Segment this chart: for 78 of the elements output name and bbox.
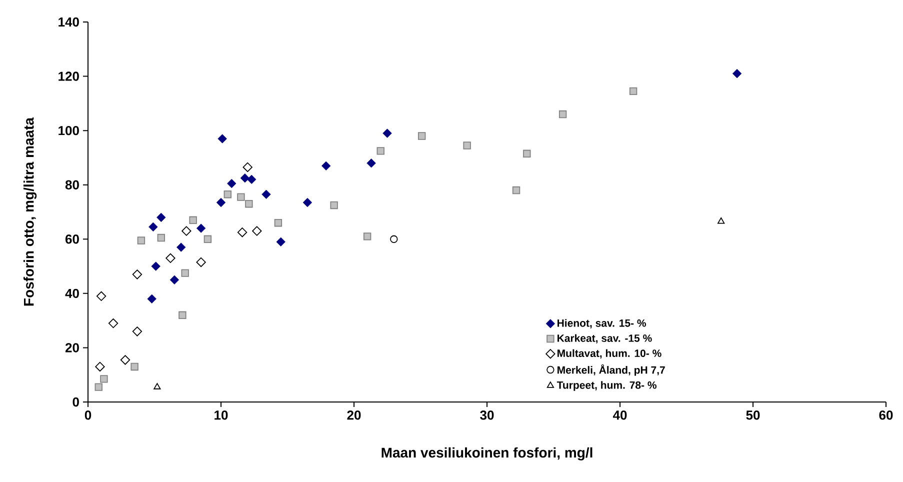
point: [390, 235, 398, 243]
point: [216, 198, 226, 208]
legend-label: Turpeet, hum. 78- %: [556, 381, 656, 391]
point: [178, 311, 186, 319]
point: [204, 235, 212, 243]
legend-label: Multavat, hum. 10- %: [558, 349, 662, 359]
y-tick-label: 100: [58, 126, 79, 136]
point: [262, 190, 271, 199]
point: [132, 270, 142, 280]
point: [120, 355, 130, 365]
point: [227, 178, 236, 188]
x-axis-title: Maan vesiliukoinen fosfori, mg/l: [382, 447, 592, 460]
point: [252, 226, 262, 236]
point: [237, 228, 248, 238]
point: [156, 212, 166, 222]
point: [629, 87, 638, 96]
x-tick-label: 0: [84, 410, 92, 420]
y-tick-label: 0: [72, 397, 79, 407]
point: [240, 173, 250, 183]
point: [366, 158, 376, 168]
point: [182, 226, 192, 236]
point: [242, 162, 252, 172]
point: [237, 193, 245, 201]
y-axis-title: Fosforin otto, mg/litra maata: [23, 117, 37, 306]
point: [363, 232, 372, 240]
point: [189, 216, 197, 224]
point: [224, 190, 232, 198]
point: [157, 234, 165, 242]
legend-label: Karkeat, sav. -15 %: [558, 334, 652, 344]
point: [463, 142, 471, 150]
point: [108, 318, 118, 328]
y-tick-label: 60: [65, 234, 79, 244]
legend-label: Hienot, sav. 15- %: [558, 319, 646, 328]
point: [196, 257, 206, 268]
point: [95, 362, 105, 372]
point: [302, 198, 312, 208]
point: [274, 219, 282, 227]
point: [418, 132, 426, 140]
point: [512, 186, 520, 194]
point: [176, 242, 186, 252]
point: [96, 291, 106, 301]
point: [376, 147, 384, 155]
y-tick-label: 120: [58, 72, 79, 81]
point: [732, 68, 742, 78]
point: [245, 200, 253, 208]
x-tick-label: 10: [214, 410, 228, 420]
x-tick-label: 20: [347, 410, 361, 420]
point: [321, 161, 331, 170]
point: [154, 383, 161, 390]
point: [558, 110, 567, 118]
point: [218, 134, 227, 144]
point: [166, 253, 176, 263]
legend-label: Merkeli, Åland, pH 7,7: [558, 364, 665, 376]
point: [94, 383, 102, 391]
point: [137, 236, 146, 244]
x-tick-label: 60: [879, 410, 893, 420]
y-tick-label: 20: [65, 343, 79, 352]
y-tick-label: 40: [65, 288, 79, 298]
point: [132, 326, 142, 336]
point: [181, 269, 189, 277]
y-tick-label: 80: [65, 180, 79, 190]
point: [151, 262, 160, 271]
point: [170, 275, 180, 284]
point: [523, 150, 531, 158]
x-tick-label: 50: [746, 410, 760, 420]
point: [247, 174, 256, 184]
point: [330, 201, 338, 210]
point: [718, 217, 725, 224]
point: [147, 294, 156, 304]
point: [130, 362, 138, 371]
point: [382, 128, 392, 138]
x-tick-label: 40: [612, 410, 627, 420]
point: [276, 237, 286, 246]
point: [100, 375, 108, 383]
y-tick-label: 140: [58, 17, 79, 27]
point: [148, 222, 158, 232]
x-tick-label: 30: [480, 410, 494, 420]
point: [196, 224, 206, 233]
